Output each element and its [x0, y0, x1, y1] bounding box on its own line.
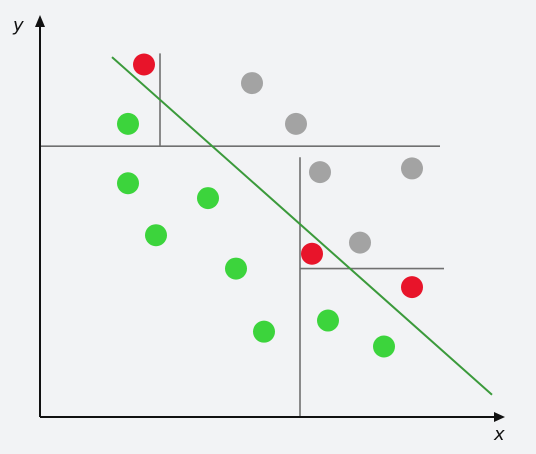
axes-layer: x y [12, 15, 505, 445]
points-layer [117, 53, 423, 358]
green-point-15 [253, 320, 275, 343]
green-point-7 [117, 172, 139, 195]
green-point-16 [373, 335, 395, 358]
split-lines-layer [40, 53, 444, 417]
red-point-13 [401, 276, 423, 299]
green-point-12 [225, 257, 247, 280]
gray-point-6 [401, 157, 423, 180]
y-axis-label: y [12, 15, 24, 36]
green-point-9 [145, 224, 167, 247]
green-point-3 [117, 112, 139, 135]
green-point-8 [197, 187, 219, 210]
gray-point-2 [241, 72, 263, 95]
red-point-11 [301, 242, 323, 265]
y-axis-arrow-icon [35, 15, 45, 27]
gray-point-5 [309, 161, 331, 184]
gray-point-4 [285, 112, 307, 135]
decision-boundary-line [111, 56, 493, 396]
green-point-14 [317, 309, 339, 332]
x-axis-label: x [493, 424, 505, 445]
boundary-layer [111, 56, 493, 396]
gray-point-10 [349, 231, 371, 254]
x-axis-arrow-icon [494, 412, 505, 422]
red-point-1 [133, 53, 155, 76]
